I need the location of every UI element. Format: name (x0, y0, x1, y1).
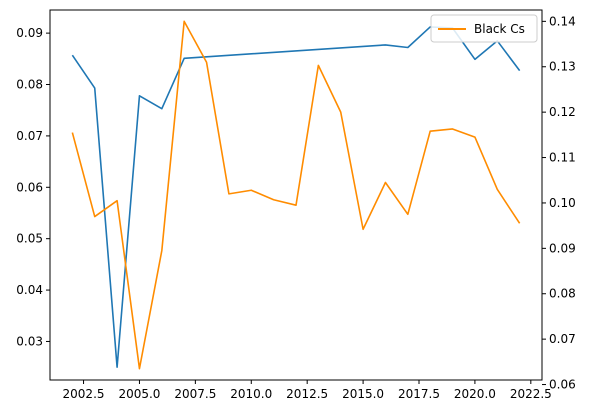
legend-box (430, 14, 538, 43)
y-axis-left: 0.03 0.04 0.05 0.06 0.07 0.08 0.09 (16, 26, 50, 348)
plot-frame (49, 9, 543, 381)
y-right-tick-label: 0.14 (549, 14, 576, 28)
x-tick-label: 2017.5 (398, 387, 440, 401)
x-tick-label: 2022.5 (510, 387, 552, 401)
x-tick-label: 2010.0 (230, 387, 272, 401)
series-line-blue (71, 26, 521, 368)
y-right-tick-label: 0.13 (549, 60, 576, 74)
y-left-tick-label: 0.06 (16, 180, 43, 194)
y-right-tick-label: 0.09 (549, 241, 576, 255)
y-axis-right: 0.06 0.07 0.08 0.09 0.10 0.11 0.12 0.13 0.14 (542, 14, 576, 392)
y-right-tick-label: 0.08 (549, 287, 576, 301)
y-left-tick-label: 0.08 (16, 78, 43, 92)
y-left-tick-label: 0.07 (16, 129, 43, 143)
legend-label-black-cs: Black Cs (474, 22, 525, 36)
legend: Black Cs (430, 14, 538, 43)
y-right-tick-label: 0.12 (549, 105, 576, 119)
y-right-tick-label: 0.07 (549, 332, 576, 346)
y-right-tick-label: 0.10 (549, 196, 576, 210)
y-right-tick-label: 0.06 (549, 378, 576, 392)
x-tick-label: 2005.0 (118, 387, 160, 401)
y-left-tick-label: 0.04 (16, 283, 43, 297)
x-tick-label: 2002.5 (63, 387, 105, 401)
x-tick-label: 2020.0 (454, 387, 496, 401)
y-left-tick-label: 0.09 (16, 26, 43, 40)
y-right-tick-label: 0.11 (549, 151, 576, 165)
x-tick-label: 2007.5 (174, 387, 216, 401)
x-tick-label: 2015.0 (342, 387, 384, 401)
y-left-tick-label: 0.03 (16, 334, 43, 348)
x-tick-label: 2012.5 (286, 387, 328, 401)
series-layer (71, 20, 521, 370)
plot-area (50, 10, 542, 380)
series-line-black-cs (71, 20, 521, 370)
x-axis: 2002.5 2005.0 2007.5 2010.0 2012.5 2015.0 2017… (63, 380, 552, 401)
y-left-tick-label: 0.05 (16, 232, 43, 246)
